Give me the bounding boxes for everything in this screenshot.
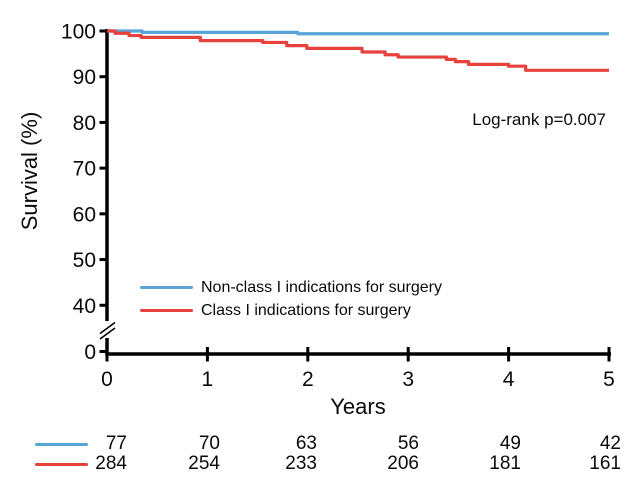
svg-text:80: 80 [73, 112, 96, 135]
risk-count: 161 [589, 453, 621, 474]
risk-row-swatch-blue [35, 443, 88, 447]
risk-count: 63 [295, 433, 317, 454]
svg-text:50: 50 [73, 249, 96, 272]
legend-line-swatch-blue [140, 286, 193, 290]
svg-text:1: 1 [202, 368, 214, 391]
legend-line-swatch-red [140, 308, 193, 312]
risk-count: 181 [489, 453, 521, 474]
svg-text:4: 4 [503, 368, 515, 391]
risk-count: 284 [95, 453, 127, 474]
x-axis-title: Years [330, 394, 386, 419]
svg-text:5: 5 [603, 368, 615, 391]
svg-text:100: 100 [61, 21, 96, 44]
svg-text:60: 60 [73, 203, 96, 226]
risk-count: 77 [105, 433, 127, 454]
svg-text:70: 70 [73, 158, 96, 181]
risk-row-swatch-red [35, 463, 88, 467]
svg-text:2: 2 [302, 368, 314, 391]
svg-text:0: 0 [84, 341, 96, 364]
svg-text:40: 40 [73, 295, 96, 318]
log-rank-annotation: Log-rank p=0.007 [472, 110, 606, 129]
legend-label-class-1: Class I indications for surgery [201, 301, 411, 319]
risk-count: 206 [387, 453, 419, 474]
risk-count: 42 [599, 433, 621, 454]
svg-text:90: 90 [73, 66, 96, 89]
y-axis-title: Survival (%) [17, 111, 42, 231]
risk-count: 56 [397, 433, 419, 454]
risk-count: 70 [198, 433, 220, 454]
svg-text:0: 0 [101, 368, 113, 391]
risk-count: 233 [285, 453, 317, 474]
risk-count: 254 [188, 453, 220, 474]
risk-count: 49 [499, 433, 521, 454]
legend-label-non-class-1: Non-class I indications for surgery [201, 279, 442, 296]
svg-text:3: 3 [402, 368, 414, 391]
